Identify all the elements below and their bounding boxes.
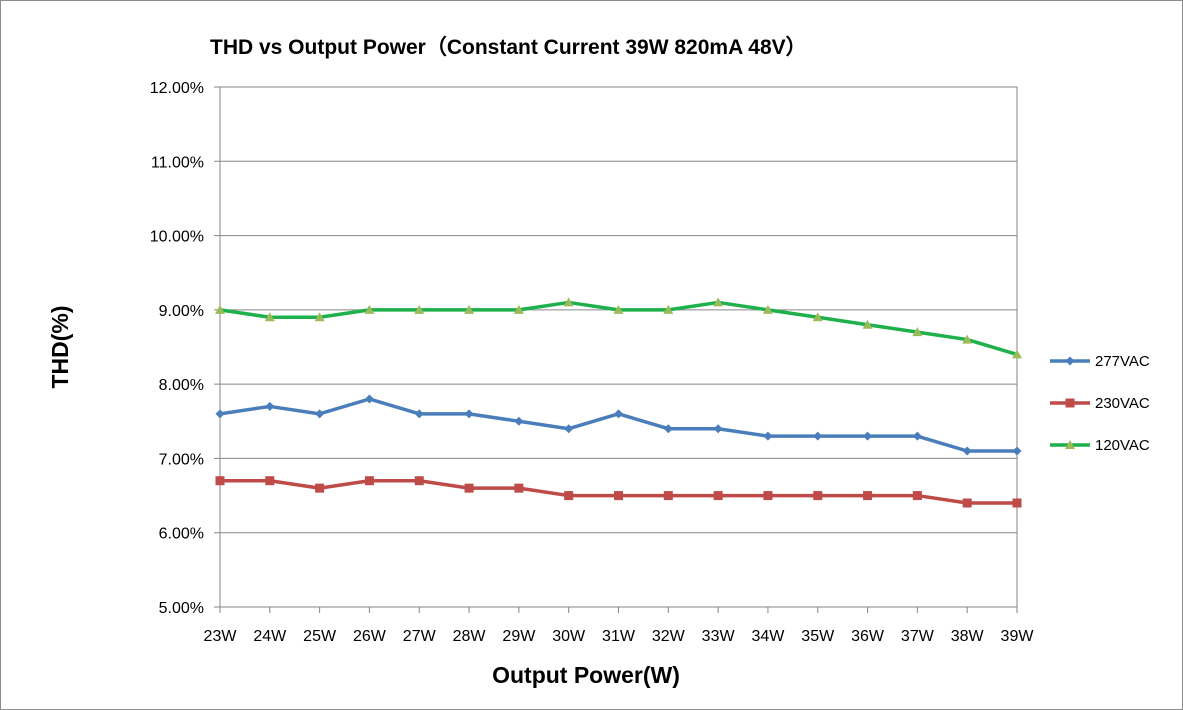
x-tick-label: 37W <box>901 628 935 645</box>
data-point-277vac <box>1012 446 1022 456</box>
data-point-230vac <box>315 483 325 493</box>
data-point-230vac <box>813 491 823 501</box>
data-point-230vac <box>663 491 673 501</box>
series-line-277vac <box>219 397 1017 453</box>
x-tick-label: 32W <box>652 628 686 645</box>
data-point-277vac <box>614 409 623 419</box>
data-point-230vac <box>464 483 474 493</box>
x-tick-label: 29W <box>502 628 536 645</box>
data-point-120vac <box>563 297 574 307</box>
y-tick-label: 11.00% <box>151 154 204 171</box>
data-point-230vac <box>514 483 524 493</box>
series-lines <box>215 297 1022 508</box>
x-tick-label: 34W <box>751 628 785 645</box>
legend-marker-277vac <box>1065 356 1075 366</box>
data-point-120vac <box>215 304 225 314</box>
data-point-230vac <box>1012 498 1022 508</box>
x-axis-title: Output Power(W) <box>492 662 680 688</box>
data-point-230vac <box>912 491 922 501</box>
data-point-120vac <box>314 312 325 322</box>
data-point-120vac <box>762 304 773 314</box>
y-tick-label: 5.00% <box>159 600 204 617</box>
x-tick-label: 35W <box>801 628 835 645</box>
data-point-230vac <box>763 491 773 501</box>
data-point-277vac <box>364 394 374 404</box>
data-point-120vac <box>364 304 375 314</box>
data-point-277vac <box>863 431 873 441</box>
x-axis-ticks: 23W 24W 25W 26W 27W 28W 29W 30W 31W 32W 33W 34W 35W 3… <box>204 607 1035 645</box>
data-point-277vac <box>265 401 275 411</box>
data-point-120vac <box>663 304 674 314</box>
x-tick-label: 36W <box>851 628 885 645</box>
x-tick-label: 24W <box>253 628 287 645</box>
data-point-277vac <box>713 424 723 434</box>
y-tick-label: 8.00% <box>159 377 204 394</box>
y-tick-label: 12.00% <box>150 80 204 97</box>
data-point-120vac <box>264 312 275 322</box>
data-point-277vac <box>514 416 524 426</box>
y-tick-label: 6.00% <box>159 526 204 543</box>
y-tick-label: 7.00% <box>159 451 204 468</box>
legend-label-120vac: 120VAC <box>1095 437 1150 454</box>
x-tick-label: 38W <box>951 628 985 645</box>
x-tick-label: 31W <box>602 628 636 645</box>
data-point-277vac <box>414 409 424 419</box>
data-point-230vac <box>863 491 873 501</box>
data-point-230vac <box>713 491 723 501</box>
x-tick-label: 25W <box>303 628 337 645</box>
series-120vac <box>215 297 1022 359</box>
y-tick-label: 9.00% <box>159 303 204 320</box>
data-point-230vac <box>564 491 574 501</box>
data-point-120vac <box>613 304 624 314</box>
data-point-277vac <box>464 409 474 419</box>
data-point-277vac <box>763 431 773 441</box>
data-point-230vac <box>265 476 275 486</box>
data-point-277vac <box>315 409 325 419</box>
plot-area <box>219 86 1018 608</box>
x-tick-label: 30W <box>552 628 586 645</box>
data-point-277vac <box>215 409 225 419</box>
data-point-120vac <box>912 327 923 337</box>
legend-label-230vac: 230VAC <box>1095 395 1150 412</box>
x-tick-label: 28W <box>453 628 487 645</box>
legend: 277VAC 230VAC 120VAC <box>1050 353 1150 454</box>
series-277vac <box>215 394 1022 456</box>
data-point-230vac <box>962 498 972 508</box>
data-point-120vac <box>862 319 873 329</box>
data-point-120vac <box>414 304 425 314</box>
data-point-120vac <box>812 312 823 322</box>
data-point-230vac <box>614 491 623 501</box>
legend-marker-120vac <box>1065 440 1075 449</box>
x-tick-label: 27W <box>403 628 437 645</box>
data-point-277vac <box>663 424 673 434</box>
data-point-230vac <box>414 476 424 486</box>
data-point-277vac <box>962 446 972 456</box>
data-point-230vac <box>215 476 225 486</box>
data-point-120vac <box>962 334 973 344</box>
x-tick-label: 26W <box>353 628 387 645</box>
data-point-277vac <box>564 424 574 434</box>
gridlines <box>220 86 1017 608</box>
data-point-277vac <box>912 431 922 441</box>
x-tick-label: 33W <box>702 628 736 645</box>
y-tick-label: 10.00% <box>150 229 204 246</box>
data-point-277vac <box>813 431 823 441</box>
series-230vac <box>215 476 1022 508</box>
data-point-120vac <box>464 304 475 314</box>
y-axis-title: THD(%) <box>47 305 73 388</box>
legend-marker-230vac <box>1065 398 1075 408</box>
x-tick-label: 39W <box>1001 628 1035 645</box>
data-point-120vac <box>713 297 724 307</box>
legend-label-277vac: 277VAC <box>1095 353 1150 370</box>
data-point-120vac <box>513 304 524 314</box>
data-point-230vac <box>364 476 374 486</box>
y-axis-ticks: 5.00% 6.00% 7.00% 8.00% 9.00% 10.00% 11.00% 12.… <box>150 80 220 617</box>
x-tick-label: 23W <box>204 628 238 645</box>
chart-title: THD vs Output Power（Constant Current 39W… <box>210 35 807 59</box>
data-point-120vac <box>1012 349 1022 359</box>
